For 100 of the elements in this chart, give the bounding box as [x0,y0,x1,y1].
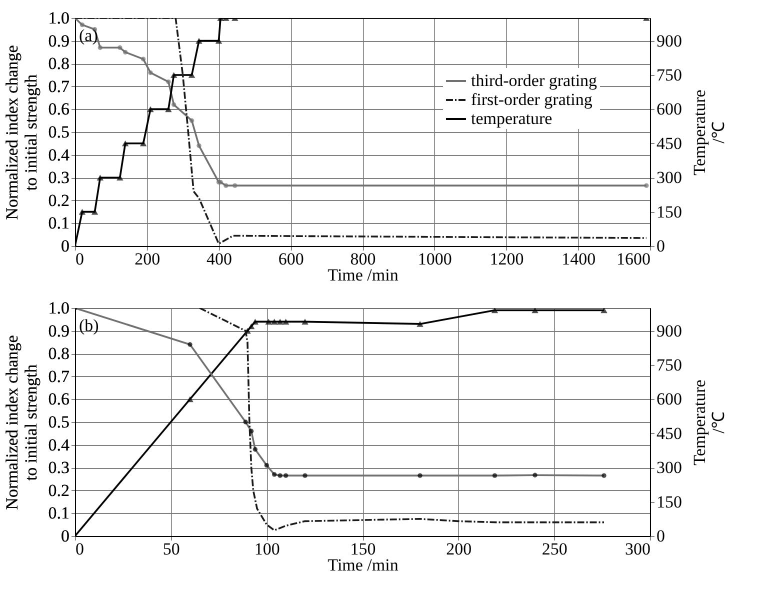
x-tick-label: 0 [76,540,84,558]
point [188,72,196,78]
y-tick-label: 0.3 [48,458,70,478]
point [122,140,129,146]
point [276,318,284,325]
y-tick-label: 0.8 [48,54,70,74]
y-axis-title: Normalized index change to initial strength [2,45,40,220]
y2-tick-label: 0 [656,236,665,256]
x-axis-title: Time /min [328,556,399,574]
x-tick-label: 150 [350,540,376,558]
point [166,80,171,84]
point [492,473,498,478]
y2-tick-label: 600 [656,390,682,409]
point [532,308,538,314]
point [232,183,238,188]
y2-tick-label: 300 [656,458,682,478]
y-tick-label: 0.2 [48,480,70,500]
y2-axis-title: Temperature /℃ [690,90,728,176]
point [264,462,270,468]
point [282,318,290,325]
point [196,143,202,148]
point [189,118,194,123]
point [122,50,128,55]
point [98,45,102,50]
y-tick-label: 0.5 [48,122,70,142]
y2-tick-label: 600 [656,100,682,119]
point [270,318,278,325]
x-tick-label: 100 [254,540,280,558]
y2-tick-label: 0 [656,526,665,546]
line-series [198,308,605,532]
y-tick-label: 0.1 [48,214,70,233]
legend-label: first-order grating [471,90,593,109]
x-tick-label: 50 [162,540,180,558]
point [416,321,424,327]
y2-tick-label: 450 [656,424,682,443]
y-tick-label: 0.4 [48,145,70,164]
y-tick-label: 0.7 [48,76,70,96]
y-tick-label: 0.9 [48,321,70,340]
y-tick-label: 0.8 [48,344,70,364]
point [140,140,147,146]
x-tick-label: 400 [206,250,232,268]
point [186,396,194,402]
y-tick-label: 0 [61,526,70,546]
point [602,473,606,478]
point [491,308,498,314]
y2-tick-label: 750 [656,66,682,84]
x-tick-label: 1400 [562,250,596,268]
point [78,208,86,215]
y-tick-label: 0.7 [48,366,70,386]
y2-tick-label: 150 [656,202,682,222]
point [140,56,146,62]
y2-tick-label: 150 [656,492,682,512]
x-tick-label: 200 [134,250,160,268]
legend-label: temperature [471,109,552,128]
point [188,342,192,347]
x-tick-label: 1600 [616,250,650,268]
annotation: (b) [79,316,99,335]
x-tick-label: 200 [446,540,472,558]
x-axis-title: Time /min [328,266,399,284]
y-tick-label: 1.0 [48,298,70,318]
x-tick-label: 300 [625,540,650,558]
point [248,323,255,330]
point [644,183,649,188]
y-tick-label: 0.6 [48,100,70,119]
point [118,45,122,50]
y2-tick-label: 750 [656,356,682,374]
point [165,106,172,112]
y-tick-label: 0.1 [48,504,70,523]
point [147,106,154,112]
legend-label: third-order grating [471,71,598,90]
point [171,102,176,107]
point [532,472,538,478]
y-tick-label: 0.3 [48,168,70,188]
point [116,174,124,181]
y-axis-title: Normalized index change to initial strength [2,335,40,510]
y2-axis-title: Temperature /℃ [690,380,728,466]
point [302,473,308,478]
y-tick-label: 0.2 [48,190,70,210]
point [148,70,153,76]
x-tick-label: 250 [542,540,568,558]
point [252,318,259,325]
y2-tick-label: 900 [656,31,682,50]
point [170,72,178,78]
y-tick-label: 0.4 [48,435,70,454]
y-tick-label: 0 [61,236,70,256]
x-tick-label: 800 [350,250,376,268]
point [91,208,98,215]
y-tick-label: 0.6 [48,390,70,409]
y-tick-label: 1.0 [48,8,70,28]
point [265,318,272,325]
point [302,318,308,325]
y2-tick-label: 900 [656,321,682,340]
point [418,473,422,478]
y2-tick-label: 300 [656,168,682,188]
x-tick-label: 1000 [418,250,452,268]
point [243,420,248,424]
point [96,174,104,181]
point [252,447,258,452]
x-tick-label: 0 [76,250,84,268]
point [283,473,288,478]
